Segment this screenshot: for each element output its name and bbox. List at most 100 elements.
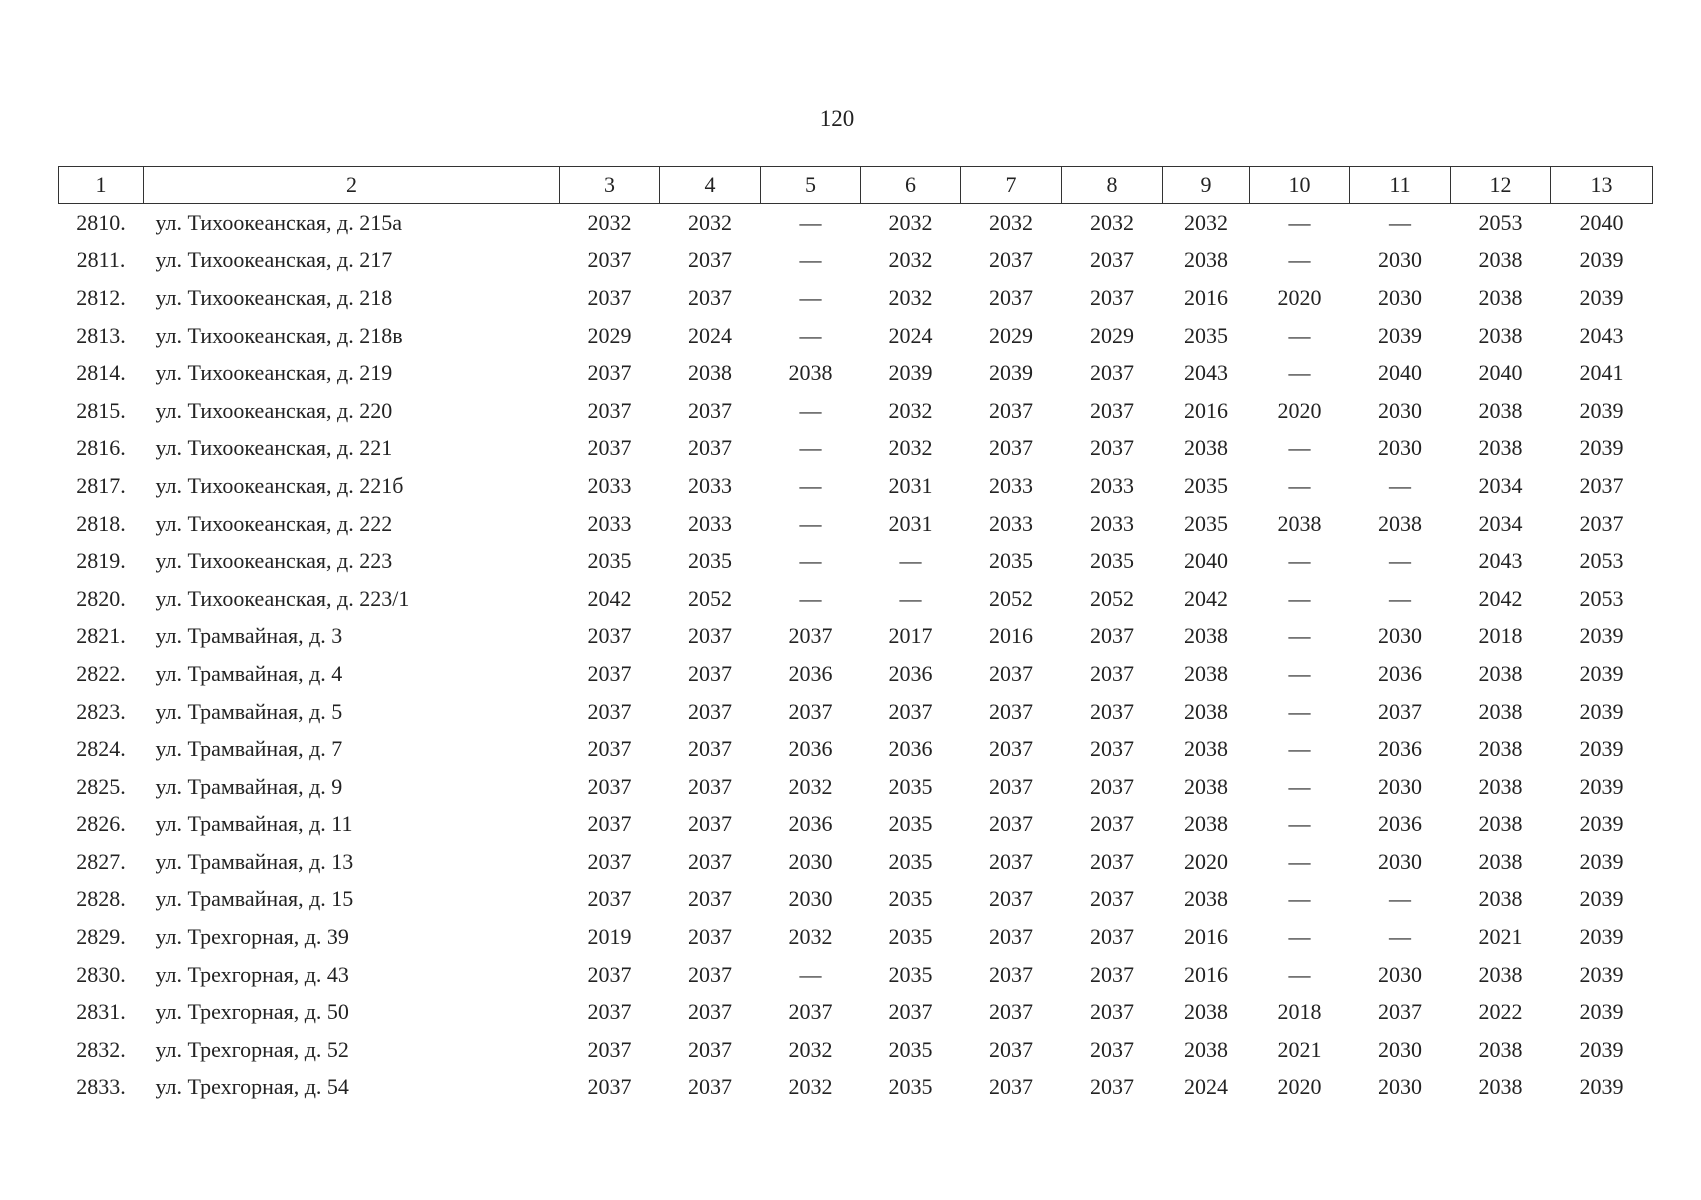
address: ул. Трамвайная, д. 4 bbox=[155, 660, 343, 686]
year-cell: 2038 bbox=[1478, 848, 1523, 874]
address: ул. Тихоокеанская, д. 218 bbox=[155, 284, 393, 310]
year-cell: — bbox=[899, 548, 922, 574]
year-cell: 2037 bbox=[587, 773, 632, 799]
address: ул. Тихоокеанская, д. 223/1 bbox=[155, 585, 410, 611]
year-cell: 2038 bbox=[688, 360, 732, 386]
address: ул. Трамвайная, д. 5 bbox=[155, 698, 343, 724]
year-cell: — bbox=[1389, 924, 1411, 950]
year-cell: 2037 bbox=[688, 736, 732, 762]
year-cell: 2039 bbox=[1579, 886, 1624, 912]
year-cell: 2034 bbox=[1478, 510, 1523, 536]
year-cell: 2053 bbox=[1478, 209, 1523, 235]
year-cell: 2041 bbox=[1579, 360, 1624, 386]
row-number: 2819. bbox=[76, 548, 126, 574]
year-cell: 2037 bbox=[688, 1074, 732, 1100]
year-cell: 2037 bbox=[688, 660, 732, 686]
year-cell: 2033 bbox=[989, 472, 1033, 498]
year-cell: 2038 bbox=[1478, 397, 1523, 423]
row-number: 2821. bbox=[76, 623, 126, 649]
year-cell: 2037 bbox=[688, 811, 732, 837]
year-cell: — bbox=[1389, 209, 1411, 235]
year-cell: 2039 bbox=[1579, 1074, 1624, 1100]
year-cell: 2038 bbox=[1378, 510, 1422, 536]
year-cell: 2037 bbox=[1090, 698, 1134, 724]
year-cell: 2016 bbox=[1184, 397, 1228, 423]
row-number: 2823. bbox=[76, 698, 126, 724]
year-cell: 2052 bbox=[989, 585, 1033, 611]
year-cell: 2029 bbox=[989, 322, 1033, 348]
year-cell: 2037 bbox=[587, 247, 632, 273]
table-row: 2822. ул. Трамвайная, д. 4 2037 2037 2036 203… bbox=[59, 655, 1653, 693]
address: ул. Тихоокеанская, д. 217 bbox=[155, 247, 393, 273]
year-cell: 2035 bbox=[888, 886, 933, 912]
year-cell: 2030 bbox=[1378, 623, 1422, 649]
year-cell: 2037 bbox=[688, 999, 732, 1025]
year-cell: 2037 bbox=[989, 773, 1033, 799]
year-cell: 2033 bbox=[587, 472, 632, 498]
year-cell: 2038 bbox=[1184, 736, 1228, 762]
year-cell: 2042 bbox=[1478, 585, 1523, 611]
year-cell: 2037 bbox=[1090, 360, 1134, 386]
year-cell: 2042 bbox=[587, 585, 632, 611]
column-header: 11 bbox=[1349, 166, 1451, 204]
year-cell: 2037 bbox=[989, 924, 1033, 950]
year-cell: 2037 bbox=[587, 360, 632, 386]
year-cell: 2038 bbox=[1184, 999, 1228, 1025]
address: ул. Тихоокеанская, д. 223 bbox=[155, 548, 393, 574]
year-cell: — bbox=[1288, 585, 1311, 611]
year-cell: 2030 bbox=[1378, 773, 1422, 799]
year-cell: 2037 bbox=[1090, 660, 1134, 686]
year-cell: 2038 bbox=[1184, 811, 1228, 837]
year-cell: 2038 bbox=[1478, 698, 1523, 724]
table-row: 2830. ул. Трехгорная, д. 43 2037 2037 — 2035 2… bbox=[59, 956, 1653, 994]
year-cell: 2039 bbox=[989, 360, 1033, 386]
year-cell: 2035 bbox=[1184, 472, 1228, 498]
year-cell: 2039 bbox=[1579, 284, 1624, 310]
year-cell: 2037 bbox=[1090, 623, 1134, 649]
year-cell: 2037 bbox=[688, 961, 732, 987]
address: ул. Трехгорная, д. 39 bbox=[155, 924, 349, 950]
year-cell: 2037 bbox=[989, 247, 1033, 273]
table-row: 2825. ул. Трамвайная, д. 9 2037 2037 2032 203… bbox=[59, 768, 1653, 806]
row-number: 2829. bbox=[76, 924, 126, 950]
year-cell: 2040 bbox=[1478, 360, 1523, 386]
year-cell: 2036 bbox=[1378, 660, 1422, 686]
row-number: 2831. bbox=[76, 999, 126, 1025]
year-cell: — bbox=[1288, 811, 1311, 837]
year-cell: — bbox=[799, 548, 822, 574]
year-cell: 2033 bbox=[688, 510, 732, 536]
year-cell: 2039 bbox=[1579, 999, 1624, 1025]
year-cell: — bbox=[1288, 209, 1311, 235]
year-cell: — bbox=[1288, 773, 1311, 799]
year-cell: 2035 bbox=[888, 1074, 933, 1100]
year-cell: 2043 bbox=[1184, 360, 1228, 386]
year-cell: 2037 bbox=[688, 886, 732, 912]
year-cell: 2022 bbox=[1478, 999, 1523, 1025]
year-cell: 2040 bbox=[1579, 209, 1624, 235]
address: ул. Трамвайная, д. 13 bbox=[155, 848, 354, 874]
year-cell: 2037 bbox=[587, 1036, 632, 1062]
year-cell: 2016 bbox=[1184, 924, 1228, 950]
year-cell: 2037 bbox=[989, 999, 1033, 1025]
row-number: 2818. bbox=[76, 510, 126, 536]
year-cell: 2037 bbox=[587, 397, 632, 423]
year-cell: — bbox=[1288, 698, 1311, 724]
year-cell: — bbox=[1389, 472, 1411, 498]
year-cell: 2038 bbox=[1478, 322, 1523, 348]
year-cell: 2037 bbox=[587, 811, 632, 837]
year-cell: 2037 bbox=[587, 736, 632, 762]
year-cell: 2053 bbox=[1579, 548, 1624, 574]
address: ул. Трамвайная, д. 11 bbox=[155, 811, 353, 837]
column-header: 7 bbox=[960, 166, 1062, 204]
year-cell: 2035 bbox=[888, 924, 933, 950]
year-cell: — bbox=[1288, 247, 1311, 273]
table-row: 2820. ул. Тихоокеанская, д. 223/1 2042 2052… bbox=[59, 580, 1653, 618]
year-cell: 2036 bbox=[888, 660, 933, 686]
table-row: 2828. ул. Трамвайная, д. 15 2037 2037 2030 20… bbox=[59, 881, 1653, 919]
year-cell: 2039 bbox=[1579, 1036, 1624, 1062]
year-cell: 2040 bbox=[1378, 360, 1422, 386]
year-cell: 2037 bbox=[587, 848, 632, 874]
column-header: 1 bbox=[58, 166, 144, 204]
year-cell: — bbox=[1389, 548, 1411, 574]
